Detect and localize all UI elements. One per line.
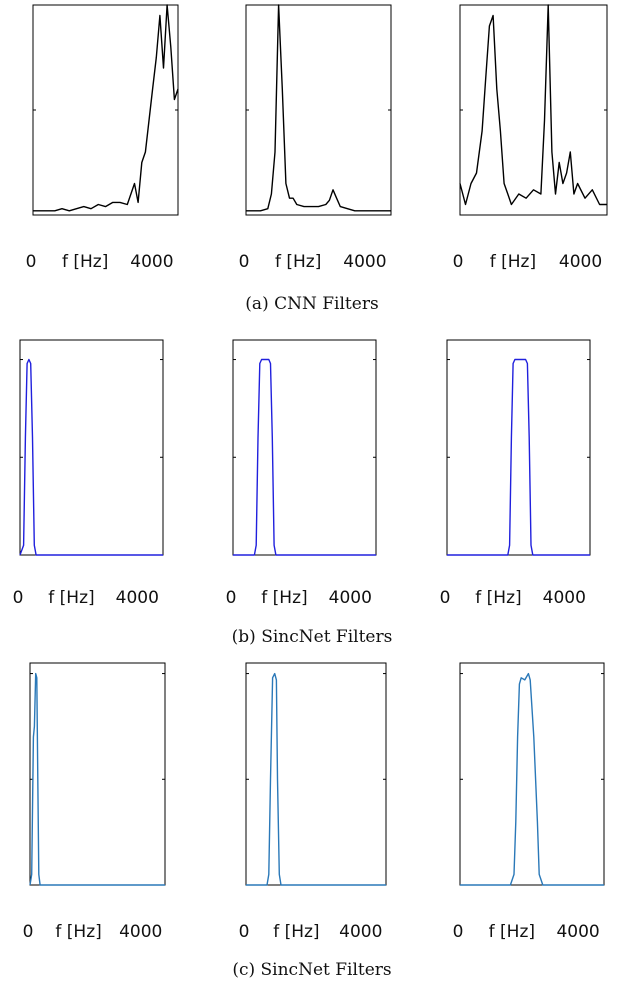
x-tick-label-min: 0	[239, 922, 250, 942]
x-tick-label-max: 4000	[559, 252, 602, 272]
caption-c: (c) SincNet Filters	[232, 960, 391, 980]
plot-frame	[245, 662, 387, 886]
x-axis-label: f [Hz]	[489, 922, 535, 942]
caption-a: (a) CNN Filters	[245, 294, 378, 314]
filter-response-line	[19, 358, 163, 556]
x-axis-label: f [Hz]	[261, 588, 307, 608]
x-axis-label: f [Hz]	[55, 922, 101, 942]
x-tick-label-max: 4000	[130, 252, 173, 272]
filter-panel-3: 0 f [Hz] 4000	[453, 4, 608, 272]
filter-panel-6: 0 f [Hz] 4000	[440, 339, 591, 608]
filter-response-line	[460, 672, 604, 886]
x-axis-label: f [Hz]	[62, 252, 108, 272]
x-axis-label: f [Hz]	[275, 252, 321, 272]
plot-frame	[245, 4, 392, 216]
x-axis-label: f [Hz]	[490, 252, 536, 272]
x-tick-label-max: 4000	[329, 588, 372, 608]
x-axis-label: f [Hz]	[475, 588, 521, 608]
x-axis-label: f [Hz]	[48, 588, 94, 608]
plot-frame	[232, 339, 377, 556]
plot-frame	[19, 339, 164, 556]
caption-b: (b) SincNet Filters	[232, 627, 393, 647]
x-tick-label-min: 0	[453, 252, 464, 272]
plot-frame	[32, 4, 179, 216]
x-tick-label-min: 0	[23, 922, 34, 942]
x-axis-label: f [Hz]	[273, 922, 319, 942]
x-tick-label-min: 0	[13, 588, 24, 608]
filter-panel-7: 0 f [Hz] 4000	[23, 662, 166, 942]
x-tick-label-min: 0	[440, 588, 451, 608]
x-tick-label-min: 0	[239, 252, 250, 272]
x-tick-label-min: 0	[26, 252, 37, 272]
x-tick-label-min: 0	[453, 922, 464, 942]
x-tick-label-max: 4000	[343, 252, 386, 272]
filter-response-line	[246, 4, 391, 212]
filter-panel-4: 0 f [Hz] 4000	[13, 339, 164, 608]
filter-response-line	[246, 672, 386, 886]
x-tick-label-max: 4000	[119, 922, 162, 942]
filter-panel-2: 0 f [Hz] 4000	[239, 4, 392, 272]
filter-panel-5: 0 f [Hz] 4000	[226, 339, 377, 608]
filter-response-line	[29, 672, 165, 886]
filter-panel-8: 0 f [Hz] 4000	[239, 662, 387, 942]
x-tick-label-max: 4000	[116, 588, 159, 608]
plot-frame	[446, 339, 591, 556]
filter-panel-1: 0 f [Hz] 4000	[26, 4, 179, 272]
plot-frame	[459, 662, 605, 886]
x-tick-label-min: 0	[226, 588, 237, 608]
filter-response-line	[447, 358, 590, 556]
x-tick-label-max: 4000	[339, 922, 382, 942]
filter-response-line	[33, 4, 179, 212]
plot-frame	[29, 662, 166, 886]
filter-panel-9: 0 f [Hz] 4000	[453, 662, 605, 942]
filter-response-line	[233, 358, 376, 556]
plot-frame	[459, 4, 608, 216]
x-tick-label-max: 4000	[543, 588, 586, 608]
x-tick-label-max: 4000	[556, 922, 599, 942]
filter-response-line	[459, 4, 607, 206]
